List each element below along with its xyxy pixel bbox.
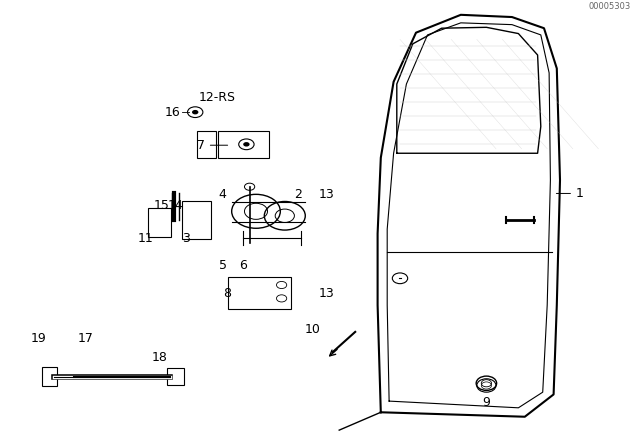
Text: 4: 4: [219, 188, 227, 201]
Text: 3: 3: [182, 233, 189, 246]
Text: 1: 1: [556, 187, 584, 200]
Text: 13: 13: [319, 188, 334, 201]
Text: 12-RS: 12-RS: [199, 91, 236, 104]
Circle shape: [243, 142, 250, 146]
Text: 11: 11: [138, 233, 154, 246]
Text: 15: 15: [154, 198, 170, 211]
Text: 10: 10: [305, 323, 320, 336]
Text: 7: 7: [197, 139, 228, 152]
Text: 8: 8: [223, 288, 231, 301]
Text: 19: 19: [31, 332, 46, 345]
Text: 9: 9: [483, 396, 490, 409]
Text: 18: 18: [152, 351, 168, 364]
Text: 14: 14: [168, 198, 184, 211]
Text: 00005303: 00005303: [588, 2, 630, 11]
Text: 6: 6: [239, 259, 247, 272]
Text: 2: 2: [294, 188, 302, 201]
Circle shape: [192, 110, 198, 114]
Text: 16: 16: [165, 106, 180, 119]
Text: 13: 13: [319, 288, 334, 301]
Text: 5: 5: [219, 259, 227, 272]
Text: 17: 17: [77, 332, 93, 345]
